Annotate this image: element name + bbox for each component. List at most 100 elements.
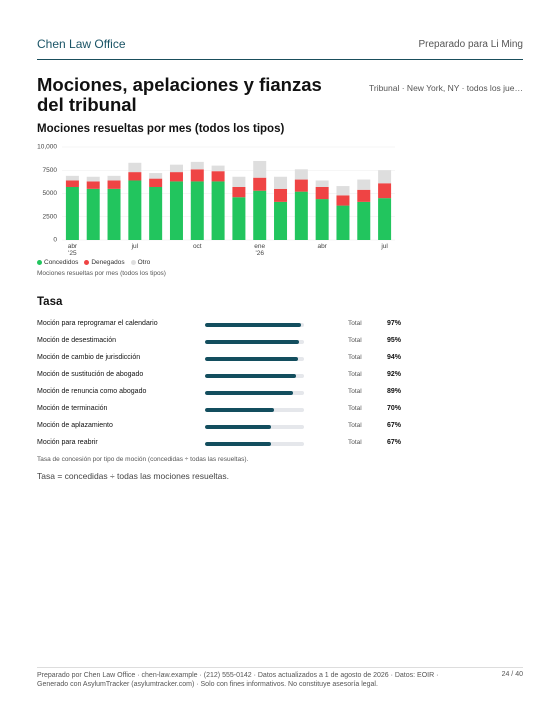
y-tick-label: 7500 (43, 167, 58, 174)
bar-segment (128, 162, 142, 173)
legend-swatch (37, 260, 42, 265)
chart-area: 0 2500 5000 7500 10,000 abr '25 jul oct ene '26… (0, 138, 420, 263)
y-tick-label: 10,000 (37, 144, 57, 151)
section-title: Mociones resueltas por mes (todos los ti… (37, 123, 285, 135)
rate-value: 95% (387, 337, 402, 344)
rate-track (205, 340, 304, 344)
rate-value: 70% (387, 405, 402, 412)
prepared-for: Preparado para Li Ming (418, 39, 523, 50)
rate-total: Total (348, 337, 362, 344)
x-tick-label: ene '26 (254, 243, 266, 257)
rate-bar (205, 323, 302, 327)
rate-track (205, 374, 304, 378)
rate-bar (205, 425, 272, 429)
filter-text: Tribunal · New York, NY · todos los jue… (368, 83, 523, 93)
rate-value: 92% (387, 371, 402, 378)
bar-segment (315, 186, 329, 200)
bar-segment (294, 169, 308, 180)
bar-segment (294, 179, 308, 192)
footer-rule (37, 667, 523, 668)
x-tick-label: jul (131, 243, 139, 250)
rate-label: Moción de aplazamiento (37, 422, 113, 429)
bar-segment (232, 186, 246, 198)
bar-segment (232, 176, 246, 187)
legend-label: Otro (137, 259, 151, 266)
bar-segment (357, 201, 371, 240)
bar-segment (65, 186, 79, 240)
bar-segment (128, 172, 142, 181)
rate-value: 94% (387, 354, 402, 361)
bar-segment (253, 160, 267, 178)
bar-segment (190, 181, 204, 240)
rate-value: 67% (387, 422, 402, 429)
bar-segment (253, 190, 267, 240)
bar-segment (253, 177, 267, 191)
rate-label: Moción de terminación (37, 405, 108, 412)
legend-swatch (84, 260, 90, 265)
bar-segment (65, 175, 79, 181)
rate-track (205, 357, 304, 361)
bar-segment (169, 172, 183, 182)
bar-segment (149, 173, 163, 179)
legend-label: Concedidos (44, 259, 79, 266)
rate-label: Moción de sustitución de abogado (37, 371, 144, 378)
bar-segment (357, 189, 371, 202)
firm-name: Chen Law Office (37, 37, 126, 51)
bar-segment (274, 188, 288, 202)
chart-caption: Mociones resueltas por mes (todos los ti… (37, 270, 166, 277)
legend: Concedidos Denegados Otro (37, 259, 150, 266)
bar-segment (190, 161, 204, 170)
rate-value: 89% (387, 388, 402, 395)
bar-segment (128, 180, 142, 240)
rate-track (205, 391, 304, 395)
legend-label: Denegados (91, 259, 125, 266)
bar-segment (357, 179, 371, 190)
rate-label: Moción de desestimación (37, 337, 116, 344)
legend-item: Otro (130, 259, 151, 266)
bar-segment (378, 198, 392, 240)
bar-segment (86, 188, 100, 240)
rate-label: Moción para reprogramar el calendario (37, 320, 158, 327)
bar-segment (86, 176, 100, 182)
legend-swatch (130, 260, 136, 265)
rate-label: Moción para reabrir (37, 439, 98, 446)
bar-segment (107, 188, 121, 240)
bar-segment (294, 191, 308, 240)
rate-label: Moción de cambio de jurisdicción (37, 354, 141, 361)
bar-segment (211, 181, 225, 240)
rate-bar (205, 374, 297, 378)
bar-segment (232, 197, 246, 240)
bar-segment (336, 186, 350, 196)
y-tick-label: 5000 (43, 190, 58, 197)
bar-segment (336, 205, 350, 240)
bar-segment (107, 175, 121, 181)
rate-track (205, 425, 304, 429)
rate-bar (205, 357, 299, 361)
rate-value: 97% (387, 320, 402, 327)
page-title: Mociones, apelaciones y fianzas del trib… (37, 74, 322, 115)
rate-total: Total (348, 371, 362, 378)
rate-total: Total (348, 439, 362, 446)
chart: 0 2500 5000 7500 10,000 (37, 144, 395, 244)
bar-segment (169, 181, 183, 240)
bar-segment (107, 180, 121, 189)
rate-total: Total (348, 422, 362, 429)
x-tick-label: jul (381, 243, 388, 250)
rate-bar (205, 340, 300, 344)
bar-segment (274, 201, 288, 240)
rate-label: Moción de renuncia como abogado (37, 388, 147, 395)
header-rule (37, 59, 523, 60)
section-title: Tasa (37, 296, 63, 308)
bar-segment (315, 199, 329, 240)
bar-segment (378, 183, 392, 199)
x-tick-label: oct (192, 243, 202, 250)
bar-segment (378, 170, 392, 184)
rate-total: Total (348, 320, 362, 327)
x-tick-label: abr '25 (67, 243, 78, 257)
bar-segment (315, 180, 329, 187)
bar-segment (149, 186, 163, 240)
bar-segment (336, 195, 350, 206)
rate-bar (205, 408, 275, 412)
bar-segment (211, 165, 225, 172)
rate-value: 67% (387, 439, 402, 446)
